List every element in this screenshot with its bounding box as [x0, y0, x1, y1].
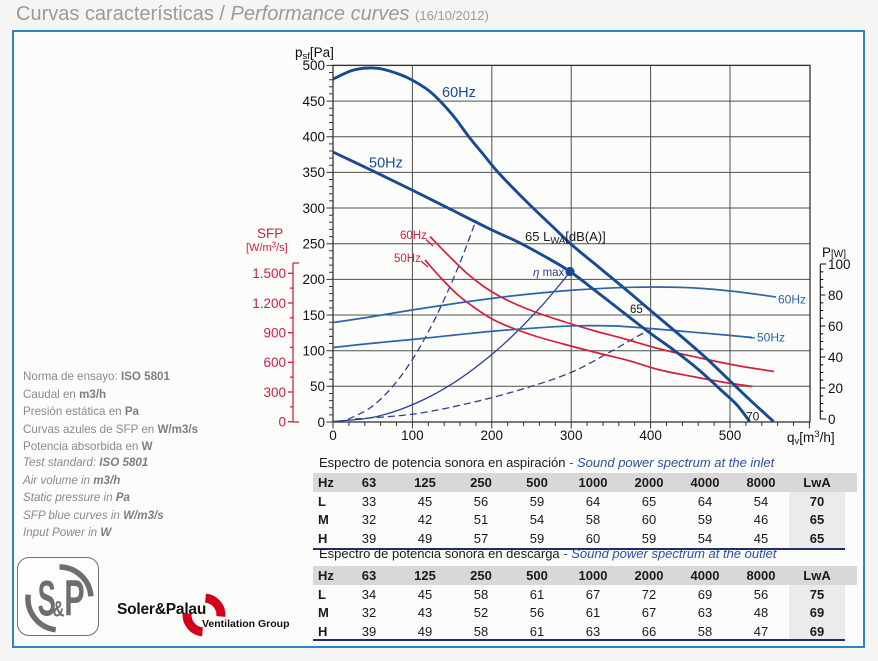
svg-text:&: &	[53, 597, 65, 622]
svg-text:50: 50	[310, 379, 325, 394]
svg-text:300: 300	[263, 385, 286, 400]
svg-text:60Hz: 60Hz	[442, 85, 476, 101]
svg-text:450: 450	[302, 94, 325, 109]
svg-text:50Hz: 50Hz	[369, 156, 403, 172]
svg-text:65 LWA[dB(A)]: 65 LWA[dB(A)]	[525, 229, 606, 247]
svg-text:1.200: 1.200	[252, 296, 286, 311]
svg-text:100: 100	[302, 344, 325, 359]
svg-text:60: 60	[828, 319, 843, 334]
svg-text:500: 500	[302, 58, 325, 73]
svg-text:η max: η max	[533, 267, 565, 279]
svg-text:80: 80	[828, 288, 843, 303]
svg-text:300: 300	[302, 201, 325, 216]
svg-text:S: S	[38, 569, 56, 626]
svg-text:250: 250	[302, 237, 325, 252]
svg-text:P[W]: P[W]	[822, 245, 846, 260]
svg-text:350: 350	[302, 165, 325, 180]
svg-text:0: 0	[317, 415, 325, 430]
svg-text:400: 400	[639, 428, 662, 443]
svg-text:0: 0	[828, 412, 836, 427]
svg-text:psf[Pa]: psf[Pa]	[295, 45, 334, 62]
svg-text:50Hz: 50Hz	[394, 253, 421, 265]
svg-text:60Hz: 60Hz	[778, 293, 806, 307]
svg-text:20: 20	[828, 381, 843, 396]
svg-text:60Hz: 60Hz	[400, 230, 427, 242]
svg-text:150: 150	[302, 308, 325, 323]
svg-text:900: 900	[263, 326, 286, 341]
svg-text:100: 100	[828, 257, 851, 272]
svg-text:0: 0	[329, 428, 337, 443]
svg-text:SFP: SFP	[257, 226, 283, 241]
svg-text:qv[m3/h]: qv[m3/h]	[787, 429, 835, 447]
svg-text:300: 300	[560, 428, 583, 443]
svg-text:70: 70	[746, 410, 760, 424]
svg-text:0: 0	[278, 415, 286, 430]
svg-text:[W/m3/s]: [W/m3/s]	[246, 241, 288, 255]
svg-text:100: 100	[401, 428, 424, 443]
svg-text:40: 40	[828, 350, 843, 365]
svg-text:500: 500	[719, 428, 742, 443]
svg-text:65: 65	[630, 304, 643, 316]
svg-text:200: 200	[302, 272, 325, 287]
svg-text:200: 200	[481, 428, 504, 443]
svg-text:400: 400	[302, 130, 325, 145]
svg-text:600: 600	[263, 355, 286, 370]
svg-text:1.500: 1.500	[252, 266, 286, 281]
svg-text:P: P	[64, 569, 84, 626]
svg-text:50Hz: 50Hz	[757, 331, 785, 345]
